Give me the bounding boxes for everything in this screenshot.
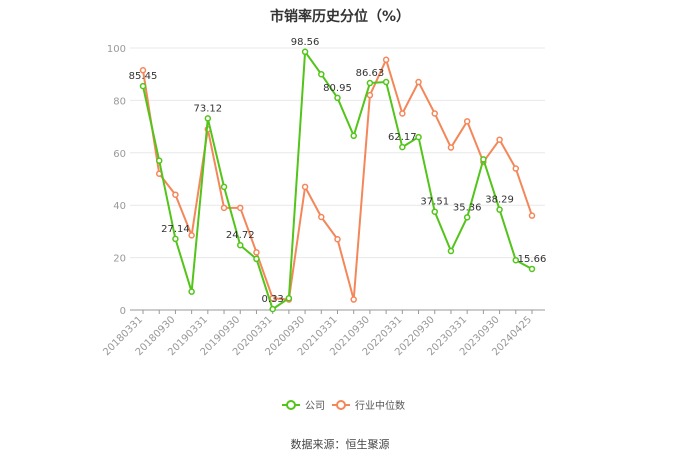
data-point-0 [188,288,195,295]
line-chart: 0204060801002018033120180930201903312019… [101,37,547,412]
legend-label: 行业中位数 [355,399,405,412]
data-point-1 [447,144,455,151]
data-point-0 [301,48,309,56]
data-source-note: 数据来源：恒生聚源 [290,438,390,451]
data-point-0 [399,143,406,151]
data-point-1 [496,136,503,143]
data-point-0 [318,70,325,78]
data-point-0 [366,79,374,87]
data-label: 35.36 [453,202,482,213]
data-point-1 [382,56,390,64]
data-point-0 [382,78,390,86]
data-label: 0.33 [262,294,284,305]
data-point-0 [220,183,228,191]
y-tick-label: 60 [113,149,126,160]
data-point-1 [172,191,179,198]
data-label: 85.45 [129,71,158,82]
data-point-1 [237,204,244,212]
data-label: 37.51 [420,197,449,208]
data-point-1 [463,118,471,125]
y-tick-label: 100 [107,44,126,55]
y-tick-label: 80 [113,96,126,107]
data-point-0 [139,82,147,90]
data-point-1 [431,110,438,117]
data-label: 80.95 [323,83,352,94]
data-point-1 [366,91,374,99]
data-point-0 [512,256,520,264]
legend-marker [336,400,346,410]
data-point-0 [237,241,244,249]
data-label: 38.29 [485,195,514,206]
data-point-0 [463,214,471,221]
data-point-1 [188,232,195,239]
data-point-1 [334,236,341,243]
data-point-1 [253,249,260,256]
data-point-1 [301,183,309,191]
data-point-1 [220,204,228,212]
legend-marker [286,400,296,410]
data-point-0 [496,206,503,213]
y-tick-label: 40 [113,201,126,212]
data-point-0 [172,235,179,243]
data-label: 27.14 [161,224,190,235]
legend-label: 公司 [305,401,325,412]
data-label: 86.63 [356,68,385,79]
data-label: 98.56 [291,37,320,48]
data-point-0 [415,133,422,141]
data-point-1 [528,212,536,219]
data-label: 24.72 [226,230,255,241]
data-point-0 [350,132,357,140]
data-point-0 [155,157,163,164]
data-point-1 [139,67,147,74]
data-point-1 [399,110,406,117]
y-tick-label: 20 [113,254,126,265]
data-point-0 [334,94,341,102]
legend-item-0: 公司 [282,400,325,412]
data-point-1 [350,296,357,303]
data-point-0 [253,255,260,263]
data-point-0 [204,115,212,122]
y-tick-label: 0 [120,306,126,317]
data-point-0 [447,247,455,255]
data-point-1 [318,213,325,221]
data-label: 62.17 [388,132,417,143]
data-label: 15.66 [518,254,547,265]
data-point-0 [431,208,438,215]
data-point-1 [415,78,422,86]
chart-title: 市销率历史分位（%） [269,9,411,25]
data-point-0 [480,156,487,163]
data-label: 73.12 [194,103,223,114]
data-point-0 [528,265,536,273]
legend-item-1: 行业中位数 [332,399,405,412]
data-point-1 [512,165,520,172]
data-point-0 [285,294,293,302]
data-point-0 [269,305,276,313]
